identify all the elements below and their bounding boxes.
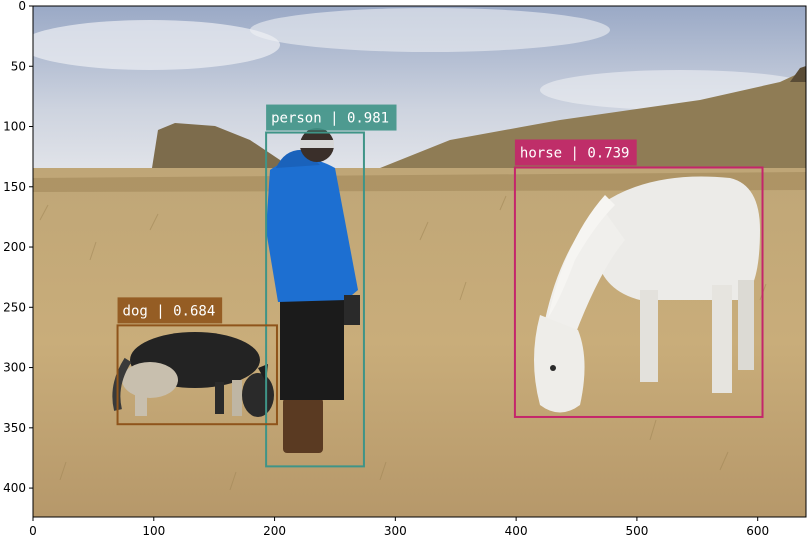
horse-leg: [640, 290, 658, 382]
y-tick-label: 350: [3, 421, 26, 435]
y-tick-label: 200: [3, 240, 26, 254]
y-tick-label: 50: [11, 59, 26, 73]
label-bg-horse: [514, 139, 637, 166]
grass-texture: [39, 195, 767, 491]
cloud: [33, 20, 280, 70]
person: [266, 128, 360, 453]
dog-head: [242, 373, 274, 417]
person-jacket: [266, 158, 358, 302]
y-tick-label: 0: [18, 0, 26, 13]
y-tick-label: 100: [3, 120, 26, 134]
horse-body: [595, 176, 760, 300]
bbox-horse: [513, 166, 764, 418]
dog: [112, 332, 274, 417]
horse-mane: [548, 195, 615, 318]
bbox-dog: [116, 324, 278, 426]
horse-head: [534, 315, 585, 413]
hill-right-top: [790, 66, 806, 82]
y-tick-label: 400: [3, 481, 26, 495]
person-pants: [280, 295, 344, 400]
x-tick-label: 500: [625, 524, 648, 538]
label-dog: dog | 0.684: [123, 303, 216, 319]
dog-belly: [122, 362, 178, 398]
horse: [534, 176, 760, 413]
dog-leg: [232, 380, 242, 416]
x-tick-label: 300: [384, 524, 407, 538]
y-tick-label: 150: [3, 180, 26, 194]
bbox-person: [265, 131, 365, 468]
horse-neck: [545, 205, 625, 335]
dog-leg: [215, 382, 224, 414]
x-tick-label: 600: [746, 524, 769, 538]
y-axis: 0 50 100 150 200 250 300 350 400: [3, 0, 33, 495]
person-glove: [344, 295, 360, 325]
label-bg-person: [266, 104, 397, 131]
horse-leg: [712, 285, 732, 393]
x-tick-label: 100: [142, 524, 165, 538]
cloud: [250, 8, 610, 52]
detection-horse: horse | 0.739: [513, 139, 764, 418]
distant-strip: [33, 172, 806, 192]
x-axis: 0 100 200 300 400 500 600: [29, 517, 769, 538]
horse-eye: [550, 365, 556, 371]
label-person: person | 0.981: [271, 111, 389, 127]
plot-frame: [32, 5, 807, 518]
label-horse: horse | 0.739: [520, 145, 630, 161]
photo: [33, 6, 806, 517]
x-tick-label: 200: [263, 524, 286, 538]
person-boots: [283, 398, 323, 453]
x-tick-label: 0: [29, 524, 37, 538]
hill-right: [380, 70, 806, 175]
dog-leg: [135, 380, 147, 416]
person-hat-band: [300, 140, 334, 148]
detections: person | 0.981 horse | 0.739 dog | 0.684: [116, 104, 764, 468]
detection-dog: dog | 0.684: [116, 297, 278, 426]
y-tick-label: 250: [3, 300, 26, 314]
label-bg-dog: [117, 297, 223, 324]
detection-person: person | 0.981: [265, 104, 397, 468]
y-tick-label: 300: [3, 361, 26, 375]
hill-left: [152, 123, 285, 170]
horse-leg: [738, 280, 754, 370]
x-tick-label: 400: [505, 524, 528, 538]
